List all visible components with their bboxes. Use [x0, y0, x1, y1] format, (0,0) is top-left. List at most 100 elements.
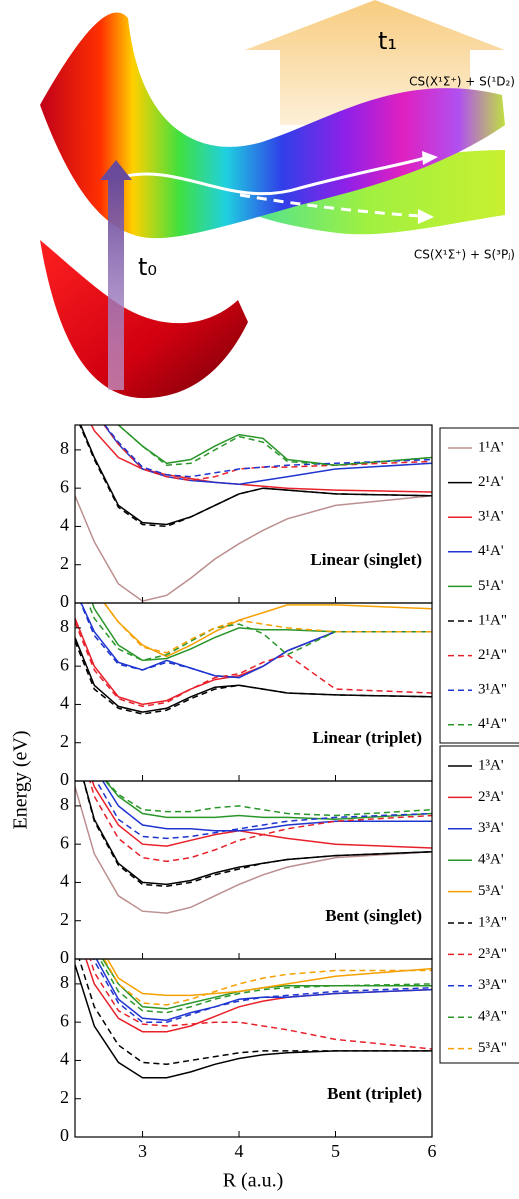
- y-tick-label: 2: [60, 1087, 69, 1107]
- legend-label: 4¹A': [478, 543, 504, 559]
- vertical-arrow: [108, 178, 124, 390]
- legend-label: 4³A": [478, 1009, 507, 1025]
- y-tick-label: 4: [60, 693, 69, 713]
- legend-label: 3¹A": [478, 682, 507, 698]
- curve: [103, 603, 432, 658]
- curve: [91, 781, 432, 849]
- lower-surface: [230, 150, 505, 235]
- legend-label: 4³A': [478, 852, 504, 868]
- y-tick-label: 0: [60, 769, 69, 789]
- legend-label: 5¹A': [478, 578, 504, 594]
- curve: [89, 781, 432, 863]
- curve: [91, 603, 432, 662]
- legend-label: 1³A": [478, 914, 507, 930]
- curve: [117, 425, 432, 466]
- legend-label: 2³A': [478, 789, 504, 805]
- plot-area: [75, 959, 432, 1079]
- arrow-head: [422, 151, 438, 165]
- y-tick-label: 0: [60, 591, 69, 611]
- legend-label: 2³A": [478, 946, 507, 962]
- legend-label: 1³A': [478, 757, 504, 773]
- panel-label: Bent (triplet): [327, 1084, 422, 1103]
- curve: [103, 425, 432, 482]
- panel-label: Linear (triplet): [312, 728, 422, 747]
- y-tick-label: 8: [60, 794, 69, 814]
- plot-area: [75, 781, 432, 914]
- x-tick-label: 6: [428, 1141, 437, 1161]
- curve: [75, 495, 432, 602]
- curve: [75, 621, 432, 708]
- curve: [75, 964, 432, 1079]
- y-tick-label: 4: [60, 1049, 69, 1069]
- excited-surface: [40, 12, 505, 239]
- t1-label: t₁: [378, 27, 397, 55]
- arrow-head: [418, 209, 434, 224]
- asymptote-label: CS(X¹Σ⁺) + S(³Pⱼ): [414, 248, 515, 262]
- t0-label: t₀: [138, 253, 157, 281]
- legend-label: 5³A': [478, 883, 504, 899]
- y-tick-label: 0: [60, 1125, 69, 1145]
- curve: [103, 959, 432, 1006]
- y-tick-label: 8: [60, 972, 69, 992]
- y-tick-label: 2: [60, 553, 69, 573]
- y-tick-label: 6: [60, 832, 69, 852]
- curve: [82, 781, 432, 888]
- panel-frame: [74, 780, 433, 960]
- legend-label: 4¹A": [478, 716, 507, 732]
- plot-area: [75, 425, 432, 602]
- curve: [92, 959, 432, 1023]
- panel-frame: [74, 958, 433, 1138]
- y-tick-label: 4: [60, 515, 69, 535]
- x-axis-label: R (a.u.): [223, 1170, 284, 1192]
- y-tick-label: 6: [60, 1010, 69, 1030]
- x-tick-label: 5: [331, 1141, 340, 1161]
- curve: [78, 959, 432, 1066]
- curve: [104, 781, 432, 821]
- y-axis-label: Energy (eV): [10, 730, 32, 829]
- x-tick-label: 3: [138, 1141, 147, 1161]
- plot-area: [75, 603, 432, 715]
- arrow-head: [100, 160, 132, 180]
- curve: [90, 425, 432, 493]
- curve: [103, 603, 432, 654]
- curve: [79, 425, 432, 528]
- asymptote-label: CS(X¹Σ⁺) + S(¹D₂): [409, 75, 515, 89]
- curve: [105, 781, 432, 817]
- illustration: t₁ t₀ CS(X¹Σ⁺) + S(¹D₂) CS(X¹Σ⁺) + S(³Pⱼ…: [40, 0, 515, 399]
- trajectory-arrow: [239, 193, 421, 218]
- curve: [75, 637, 432, 713]
- y-tick-label: 2: [60, 909, 69, 929]
- legend-box: [439, 745, 519, 1064]
- y-tick-label: 6: [60, 654, 69, 674]
- legend-label: 3¹A': [478, 509, 504, 525]
- curve: [75, 641, 432, 715]
- curve: [98, 959, 432, 1014]
- legend-label: 1¹A': [478, 439, 504, 455]
- curve: [106, 959, 432, 997]
- legend-label: 3³A': [478, 820, 504, 836]
- curve: [103, 425, 432, 478]
- curve: [95, 959, 432, 1021]
- curve: [75, 786, 432, 914]
- y-tick-label: 8: [60, 616, 69, 636]
- legend-label: 5³A": [478, 1040, 507, 1056]
- ground-surface: [40, 240, 248, 399]
- y-tick-label: 8: [60, 438, 69, 458]
- y-tick-label: 0: [60, 947, 69, 967]
- trajectory-arrow: [117, 156, 426, 196]
- legend-label: 3³A": [478, 977, 507, 993]
- panel-label: Bent (singlet): [325, 906, 422, 925]
- legend-label: 1¹A": [478, 612, 507, 628]
- y-tick-label: 4: [60, 871, 69, 891]
- curve: [95, 781, 432, 840]
- curve: [103, 425, 432, 486]
- charts: 0 2 4 6 8 Linear (singlet) 0 2 4 6 8 Linear (triple…: [60, 424, 519, 1161]
- curve: [79, 603, 432, 679]
- curve: [117, 425, 432, 466]
- curve: [87, 603, 432, 662]
- x-tick-label: 4: [235, 1141, 244, 1161]
- curve: [101, 781, 432, 832]
- y-tick-label: 6: [60, 476, 69, 496]
